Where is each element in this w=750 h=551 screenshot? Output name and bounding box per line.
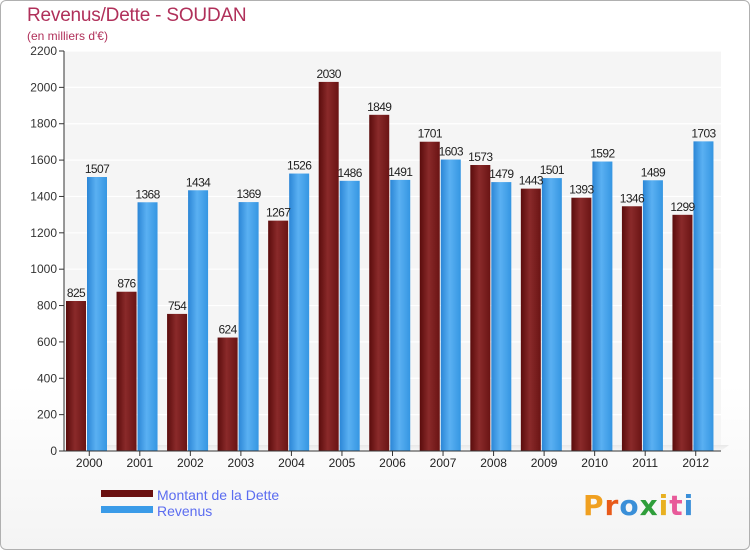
y-tick-label: 800 [37, 299, 57, 313]
bar-debt [621, 206, 642, 451]
data-label-debt: 1573 [468, 150, 493, 164]
x-tick-label: 2007 [430, 456, 457, 470]
data-label-revenue: 1592 [590, 147, 615, 161]
bar-debt [66, 301, 86, 451]
x-tick-label: 2003 [228, 456, 255, 470]
x-tick-label: 2000 [76, 456, 103, 470]
x-tick-label: 2008 [480, 456, 507, 470]
data-label-debt: 1701 [418, 127, 443, 141]
data-label-revenue: 1526 [287, 159, 312, 173]
logo-letter: P [583, 489, 605, 522]
legend-swatch-debt [101, 490, 153, 497]
x-tick-label: 2010 [581, 456, 608, 470]
legend-swatch-revenue [101, 506, 153, 513]
y-tick-label: 200 [37, 408, 57, 422]
axes-group: 0 200 400 600 800 1000 1200 1400 1600 1800 2000 220… [30, 44, 721, 470]
bar-debt [369, 114, 390, 452]
y-tick-label: 400 [37, 371, 57, 385]
y-tick-label: 0 [50, 444, 57, 458]
chart-title: Revenus/Dette - SOUDAN [27, 5, 247, 26]
x-tick-label: 2001 [126, 456, 153, 470]
legend-label-debt: Montant de la Dette [157, 487, 280, 503]
logo-letter: r [604, 489, 620, 522]
data-label-debt: 754 [168, 299, 187, 313]
bar-debt [268, 220, 289, 451]
x-tick-label: 2009 [531, 456, 558, 470]
logo-letter: o [619, 489, 640, 522]
x-tick-label: 2011 [632, 456, 658, 470]
chart-subtitle: (en milliers d'€) [27, 29, 108, 43]
y-tick-label: 1200 [30, 226, 57, 240]
data-label-debt: 876 [117, 277, 136, 291]
data-label-revenue: 1368 [135, 187, 160, 201]
bar-revenue [592, 161, 613, 451]
y-tick-label: 1400 [30, 189, 57, 203]
y-tick-label: 1000 [30, 262, 57, 276]
data-label-debt: 1267 [266, 206, 291, 220]
data-labels-group: 825 1507 876 1368 754 1434 624 1369 1267 1526 2030… [67, 67, 717, 337]
data-label-debt: 2030 [317, 67, 342, 81]
data-label-revenue: 1479 [489, 167, 514, 181]
x-tick-label: 2012 [682, 456, 709, 470]
bar-revenue [238, 202, 259, 451]
bar-revenue [188, 190, 209, 452]
y-tick-label: 2200 [30, 44, 57, 58]
bars-group [66, 81, 714, 452]
legend-label-revenue: Revenus [157, 503, 213, 519]
bar-revenue [541, 178, 562, 451]
bar-debt [318, 81, 339, 451]
data-label-revenue: 1703 [691, 126, 716, 140]
logo-letter: i [683, 489, 695, 522]
bar-revenue [491, 182, 512, 451]
bar-revenue [440, 159, 461, 451]
proxiti-logo: Proxiti [583, 489, 694, 522]
y-tick-label: 2000 [30, 80, 57, 94]
logo-letter: i [658, 489, 670, 522]
bar-revenue [339, 180, 360, 451]
bar-revenue [137, 202, 158, 451]
data-label-debt: 1443 [519, 174, 544, 188]
data-label-debt: 825 [67, 286, 86, 300]
data-label-revenue: 1603 [439, 145, 464, 159]
bar-debt [217, 337, 238, 451]
data-label-revenue: 1491 [388, 165, 413, 179]
data-label-debt: 1393 [569, 183, 594, 197]
bar-revenue [642, 180, 663, 452]
x-tick-label: 2006 [379, 456, 406, 470]
bar-debt [672, 214, 693, 451]
bar-debt [520, 188, 541, 452]
y-tick-label: 1800 [30, 117, 57, 131]
x-tick-label: 2005 [329, 456, 356, 470]
data-label-debt: 624 [218, 323, 237, 337]
x-tick-label: 2002 [177, 456, 204, 470]
bar-debt [167, 313, 188, 451]
data-label-revenue: 1369 [236, 187, 261, 201]
bar-revenue [390, 179, 411, 451]
data-label-debt: 1346 [620, 191, 645, 205]
bar-revenue [289, 173, 310, 451]
data-label-revenue: 1489 [641, 165, 666, 179]
logo-letter: x [639, 489, 659, 522]
data-label-revenue: 1507 [85, 162, 110, 176]
bar-revenue [693, 141, 714, 451]
data-label-revenue: 1486 [338, 166, 363, 180]
bar-debt [571, 197, 592, 451]
logo-letter: t [669, 489, 684, 522]
data-label-debt: 1299 [670, 200, 695, 214]
data-label-revenue: 1501 [540, 163, 565, 177]
y-tick-label: 1600 [30, 153, 57, 167]
y-tick-label: 600 [37, 335, 57, 349]
data-label-revenue: 1434 [186, 175, 211, 189]
x-tick-label: 2004 [278, 456, 305, 470]
bar-debt [470, 165, 491, 451]
bar-revenue [87, 177, 107, 451]
bar-debt [116, 291, 137, 451]
bar-debt [419, 141, 440, 451]
data-label-debt: 1849 [367, 100, 392, 114]
